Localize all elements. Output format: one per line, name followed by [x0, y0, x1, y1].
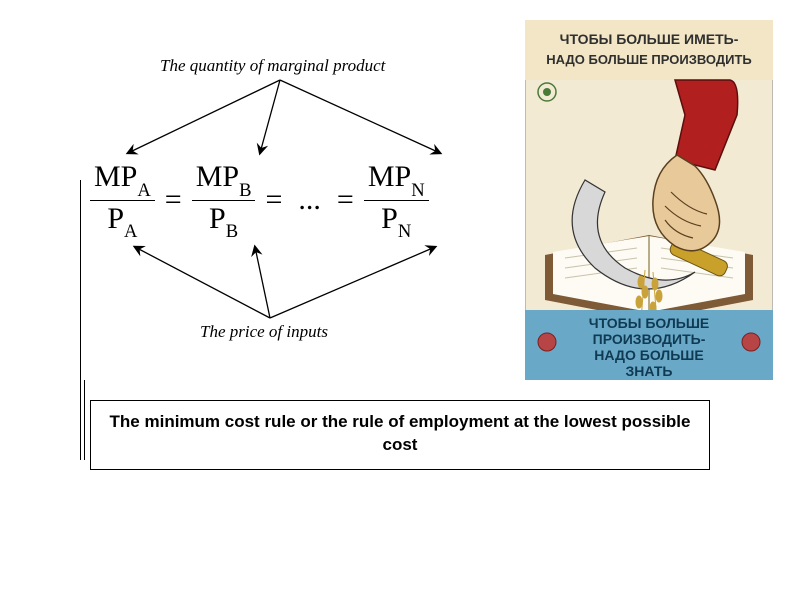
poster-emblem-br	[742, 333, 760, 351]
decorative-side-line	[80, 180, 81, 460]
equals-1: =	[155, 183, 192, 217]
numerator-b: MPB	[192, 161, 256, 198]
top-label: The quantity of marginal product	[160, 56, 385, 76]
p-n-base: P	[381, 202, 398, 235]
poster-top-line1: ЧТОБЫ БОЛЬШЕ ИМЕТЬ-	[560, 31, 739, 47]
page-root: The quantity of marginal product MPA PA …	[0, 0, 800, 600]
mp-b-base: MP	[196, 160, 239, 193]
poster-bot-line1: ЧТОБЫ БОЛЬШЕ	[589, 315, 709, 331]
p-n-sub: N	[398, 221, 411, 242]
mp-n-base: MP	[368, 160, 411, 193]
numerator-a: MPA	[90, 161, 155, 198]
equals-2: =	[255, 183, 292, 217]
decorative-side-line-2	[84, 380, 85, 460]
poster-image: ЧТОБЫ БОЛЬШЕ ИМЕТЬ- НАДО БОЛЬШЕ ПРОИЗВОД…	[525, 20, 773, 380]
arrow-top-to-n	[280, 80, 440, 153]
poster-svg: ЧТОБЫ БОЛЬШЕ ИМЕТЬ- НАДО БОЛЬШЕ ПРОИЗВОД…	[525, 20, 773, 380]
mp-a-sub: A	[137, 180, 150, 201]
p-b-base: P	[209, 202, 226, 235]
denominator-a: PA	[103, 203, 141, 240]
fraction-b: MPB PB	[192, 161, 256, 239]
arrow-bottom-to-n	[270, 247, 435, 318]
mp-a-base: MP	[94, 160, 137, 193]
formula: MPA PA = MPB PB = ... = MPN PN	[90, 155, 510, 245]
mp-n-sub: N	[411, 180, 424, 201]
arrow-bottom-to-b	[255, 247, 270, 318]
numerator-n: MPN	[364, 161, 429, 198]
denominator-n: PN	[377, 203, 415, 240]
equals-3: =	[327, 183, 364, 217]
denominator-b: PB	[205, 203, 242, 240]
arrow-top-to-a	[128, 80, 280, 153]
p-a-base: P	[107, 202, 124, 235]
arrow-bottom-to-a	[135, 247, 270, 318]
rule-box-text: The minimum cost rule or the rule of emp…	[110, 412, 691, 454]
arrow-top-to-b	[260, 80, 280, 153]
poster-bot-line4: ЗНАТЬ	[626, 363, 673, 379]
fraction-n: MPN PN	[364, 161, 429, 239]
ellipsis: ...	[292, 183, 327, 217]
mp-b-sub: B	[239, 180, 251, 201]
poster-bot-line3: НАДО БОЛЬШЕ	[594, 347, 703, 363]
poster-bot-line2: ПРОИЗВОДИТЬ-	[593, 331, 706, 347]
poster-emblem-bl	[538, 333, 556, 351]
p-b-sub: B	[226, 221, 238, 242]
rule-box: The minimum cost rule or the rule of emp…	[90, 400, 710, 470]
p-a-sub: A	[124, 221, 137, 242]
fraction-a: MPA PA	[90, 161, 155, 239]
bottom-label: The price of inputs	[200, 322, 328, 342]
poster-top-line2: НАДО БОЛЬШЕ ПРОИЗВОДИТЬ	[546, 52, 752, 67]
